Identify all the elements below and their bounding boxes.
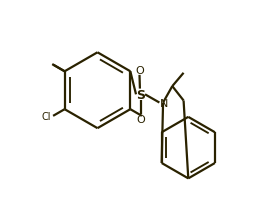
Text: O: O <box>135 65 144 75</box>
Text: O: O <box>136 114 145 124</box>
Text: N: N <box>160 98 168 108</box>
Text: S: S <box>136 88 145 101</box>
Text: Cl: Cl <box>42 111 51 121</box>
